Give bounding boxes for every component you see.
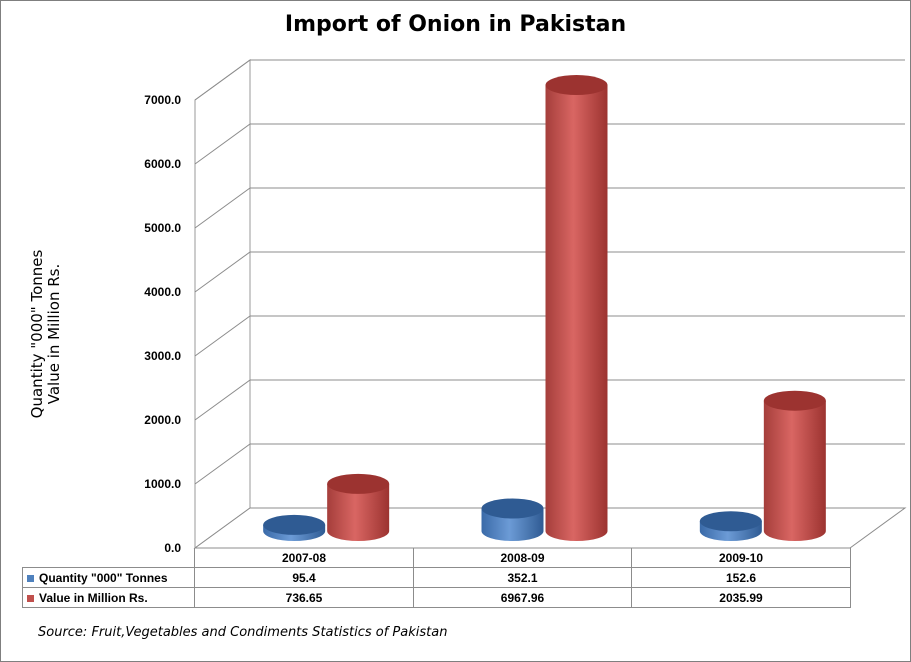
chart-title: Import of Onion in Pakistan	[284, 12, 627, 37]
y-tick-label: 3000.0	[144, 349, 181, 363]
table-row: Value in Million Rs. 736.65 6967.96 2035…	[22, 587, 851, 608]
table-corner	[23, 548, 195, 568]
table-row: Quantity "000" Tonnes 95.4 352.1 152.6	[22, 567, 851, 588]
y-tick-label: 2000.0	[144, 413, 181, 427]
gridline	[194, 251, 905, 293]
y-tick-label: 0.0	[164, 541, 181, 555]
bar-cylinder	[327, 483, 390, 541]
legend-entry-quantity: Quantity "000" Tonnes	[22, 567, 195, 588]
legend-swatch-quantity	[27, 574, 34, 582]
y-tick-label: 6000.0	[144, 157, 181, 171]
table-cell: 6967.96	[413, 587, 632, 608]
bar-cap	[327, 473, 390, 494]
y-tick-label: 4000.0	[144, 285, 181, 299]
legend-swatch-value	[27, 594, 34, 602]
bar-cylinder	[763, 400, 826, 541]
side-wall	[194, 59, 251, 549]
table-col-header: 2008-09	[413, 548, 632, 568]
y-tick-label: 5000.0	[144, 221, 181, 235]
bar-cap	[763, 390, 826, 411]
legend-entry-value: Value in Million Rs.	[22, 587, 195, 608]
bar-cap	[263, 514, 326, 535]
table-cell: 736.65	[194, 587, 414, 608]
y-tick-label: 7000.0	[144, 93, 181, 107]
bar-cap	[699, 511, 762, 532]
table-cell: 2035.99	[631, 587, 851, 608]
legend-label: Quantity "000" Tonnes	[39, 570, 168, 585]
y-tick-label: 1000.0	[144, 477, 181, 491]
table-cell: 352.1	[413, 567, 632, 588]
gridline	[194, 187, 905, 229]
table-col-header: 2009-10	[631, 548, 851, 568]
table-cell: 95.4	[194, 567, 414, 588]
table-header-row: 2007-08 2008-09 2009-10	[23, 548, 851, 568]
bar-cap	[545, 75, 608, 96]
gridline	[194, 315, 905, 357]
data-table: 2007-08 2008-09 2009-10 Quantity "000" T…	[22, 548, 851, 608]
gridline	[194, 59, 905, 101]
source-note: Source: Fruit,Vegetables and Condiments …	[38, 625, 448, 640]
gridline	[194, 443, 905, 485]
bar-cap	[481, 498, 544, 519]
table-cell: 152.6	[631, 567, 851, 588]
table-col-header: 2007-08	[194, 548, 414, 568]
legend-label: Value in Million Rs.	[39, 590, 148, 605]
gridline	[194, 379, 905, 421]
bar-cylinder	[545, 85, 608, 541]
gridline	[194, 123, 905, 165]
